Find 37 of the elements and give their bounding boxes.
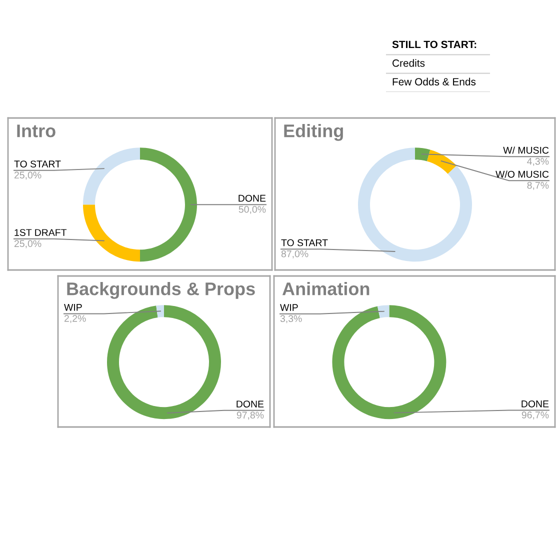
slice-label: DONE xyxy=(522,400,549,408)
chart-title: Editing xyxy=(284,124,343,141)
data-label: 2,2% xyxy=(64,314,86,324)
donut-slice xyxy=(107,305,221,420)
donut-slice xyxy=(156,305,164,318)
text: Credits xyxy=(392,59,425,67)
chart-title: Backgrounds & Props xyxy=(67,282,255,299)
donut-slice xyxy=(358,148,472,262)
donut-slice xyxy=(332,305,446,420)
chart-title: Intro xyxy=(17,124,56,138)
slice-label: 1ST DRAFT xyxy=(14,229,67,236)
slice-label: TO START xyxy=(281,239,328,246)
slice-label: WIP xyxy=(280,304,298,311)
data-label: 8,7% xyxy=(527,182,549,190)
data-label: 97,8% xyxy=(236,412,264,420)
text: Few Odds & Ends xyxy=(392,78,476,86)
slice-label: WIP xyxy=(64,304,82,311)
data-label: 50,0% xyxy=(238,206,266,214)
data-label: 25,0% xyxy=(14,240,42,248)
chart-title: Animation xyxy=(282,282,370,296)
text: STILL TO START: xyxy=(392,40,476,48)
slice-label: W/O MUSIC xyxy=(496,170,549,178)
data-label: 4,3% xyxy=(527,158,549,166)
donut-slice xyxy=(83,204,140,262)
donut-slice xyxy=(427,150,457,174)
slice-label: DONE xyxy=(236,400,264,408)
slice-label: W/ MUSIC xyxy=(503,146,549,154)
data-label: 96,7% xyxy=(522,412,549,420)
data-label: 3,3% xyxy=(280,315,302,324)
slice-label: DONE xyxy=(238,194,266,202)
data-label: 87,0% xyxy=(281,250,308,258)
donut-slice xyxy=(83,148,140,205)
donut-slice xyxy=(140,148,197,262)
donut-slice xyxy=(415,148,430,162)
slice-label: TO START xyxy=(14,160,61,168)
data-label: 25,0% xyxy=(14,172,42,180)
donut-slice xyxy=(377,305,390,318)
